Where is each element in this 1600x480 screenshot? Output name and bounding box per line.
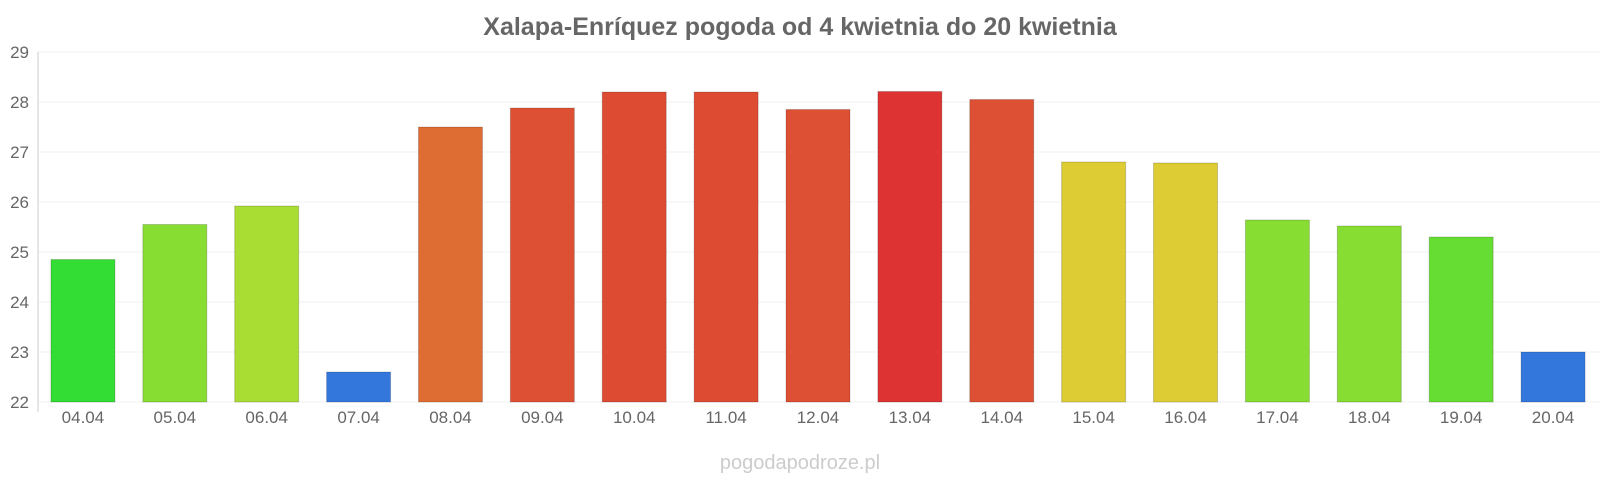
- y-tick-label: 29: [10, 43, 29, 62]
- bar-16.04: [1153, 162, 1219, 403]
- x-tick-label: 14.04: [980, 408, 1023, 427]
- y-tick-label: 23: [10, 343, 29, 362]
- bar-09.04: [509, 107, 575, 403]
- bar-19.04: [1428, 236, 1494, 403]
- x-tick-label: 15.04: [1072, 408, 1115, 427]
- bar-20.04: [1520, 351, 1586, 403]
- y-tick-label: 28: [10, 93, 29, 112]
- chart-title: Xalapa-Enríquez pogoda od 4 kwietnia do …: [483, 13, 1118, 41]
- bar-11.04: [693, 91, 759, 403]
- bar-08.04: [417, 126, 483, 403]
- bar-17.04: [1244, 219, 1310, 403]
- bar-06.04: [234, 205, 300, 403]
- x-tick-label: 18.04: [1348, 408, 1391, 427]
- x-tick-label: 06.04: [245, 408, 288, 427]
- bar-14.04: [969, 99, 1035, 403]
- y-tick-label: 25: [10, 243, 29, 262]
- x-tick-label: 13.04: [889, 408, 932, 427]
- bar-07.04: [326, 371, 392, 403]
- bar-15.04: [1061, 161, 1127, 403]
- bar-04.04: [50, 259, 116, 403]
- y-tick-label: 26: [10, 193, 29, 212]
- x-tick-label: 20.04: [1532, 408, 1575, 427]
- bar-13.04: [877, 91, 943, 403]
- watermark: pogodapodroze.pl: [720, 452, 880, 474]
- y-tick-label: 22: [10, 393, 29, 412]
- x-tick-label: 19.04: [1440, 408, 1483, 427]
- bars: [50, 91, 1586, 403]
- bar-05.04: [142, 224, 208, 403]
- x-tick-label: 08.04: [429, 408, 472, 427]
- y-axis-ticks: 22 23 24 25 26 27 28 29: [10, 43, 29, 412]
- x-tick-label: 11.04: [705, 408, 746, 427]
- x-axis-ticks: 04.04 05.04 06.04 07.04 08.04 09.04 10.04 11.04…: [62, 408, 1575, 427]
- y-tick-label: 27: [10, 143, 29, 162]
- x-tick-label: 05.04: [154, 408, 197, 427]
- x-tick-label: 10.04: [613, 408, 656, 427]
- y-tick-label: 24: [10, 293, 29, 312]
- x-tick-label: 07.04: [337, 408, 380, 427]
- x-tick-label: 16.04: [1164, 408, 1207, 427]
- x-tick-label: 09.04: [521, 408, 564, 427]
- x-tick-label: 12.04: [797, 408, 840, 427]
- x-tick-label: 17.04: [1256, 408, 1299, 427]
- bar-12.04: [785, 109, 851, 403]
- bar-18.04: [1336, 225, 1402, 403]
- bar-10.04: [601, 91, 667, 403]
- x-tick-label: 04.04: [62, 408, 105, 427]
